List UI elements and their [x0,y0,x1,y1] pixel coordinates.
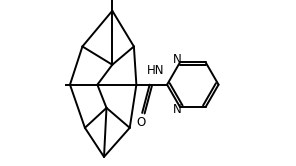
Text: O: O [136,116,146,128]
Text: HN: HN [147,64,165,77]
Text: N: N [173,53,181,66]
Text: N: N [173,103,181,116]
